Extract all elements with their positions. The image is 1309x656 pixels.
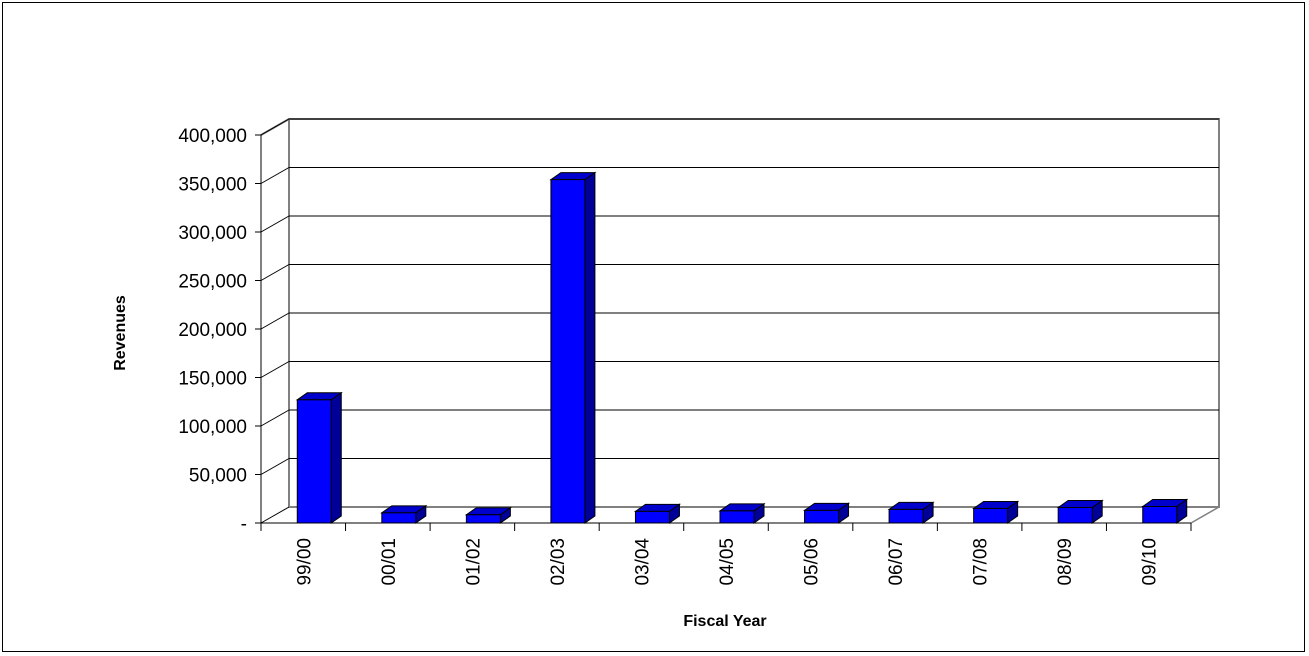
bar-front — [973, 507, 1009, 524]
x-tick-label: 08/09 — [1055, 538, 1076, 586]
side-gridline — [260, 361, 290, 378]
x-tick-label: 03/04 — [632, 538, 653, 586]
revenue-bar-chart: - 50,000 100,000 150,000 200,000 250,000 300,0… — [112, 118, 1220, 630]
bar-front — [1057, 506, 1093, 524]
side-gridline — [260, 167, 290, 184]
y-tick-label: 50,000 — [189, 466, 247, 487]
bar-front — [888, 508, 924, 524]
x-tick-label: 00/01 — [379, 538, 400, 586]
y-tick-label: - — [241, 514, 247, 535]
x-tick-label: 02/03 — [548, 538, 569, 586]
bar — [1141, 498, 1189, 524]
y-axis-title: Revenues — [112, 295, 129, 371]
x-tick-label: 05/06 — [802, 538, 823, 586]
bar — [802, 502, 851, 524]
bar — [972, 500, 1020, 524]
x-tick-label: 01/02 — [463, 538, 484, 586]
y-tick-label: 100,000 — [178, 417, 247, 438]
side-gridline — [260, 118, 290, 136]
bar-front — [719, 510, 755, 524]
bar-front — [296, 399, 332, 524]
bar-front — [634, 510, 670, 524]
side-gridline — [260, 312, 290, 330]
y-tick-label: 350,000 — [178, 175, 247, 196]
bar-front — [550, 179, 586, 524]
bar-front — [381, 512, 417, 524]
bars — [295, 171, 1189, 524]
bar-front — [465, 514, 501, 524]
bar — [718, 502, 766, 524]
y-tick-label: 300,000 — [178, 223, 247, 244]
x-tick-label: 06/07 — [886, 538, 907, 586]
side-gridline — [260, 215, 290, 233]
bar — [380, 504, 428, 524]
y-tick-label: 400,000 — [178, 126, 247, 147]
bar — [549, 171, 597, 524]
side-gridline — [260, 506, 290, 524]
gridlines — [260, 118, 1219, 524]
bar-side — [330, 391, 342, 524]
y-tick-label: 150,000 — [178, 369, 247, 390]
side-gridline — [260, 458, 290, 475]
bar-side — [584, 171, 596, 524]
bar-front — [804, 509, 840, 524]
side-gridline — [260, 409, 290, 427]
y-tick-label: 250,000 — [178, 272, 247, 293]
bar — [295, 391, 343, 524]
y-tick-label: 200,000 — [178, 320, 247, 341]
x-axis-title: Fiscal Year — [683, 613, 766, 630]
x-tick-label: 04/05 — [717, 538, 738, 586]
bar — [633, 503, 682, 524]
bar — [1056, 499, 1104, 524]
axes — [255, 134, 1192, 531]
x-tick-label: 09/10 — [1140, 538, 1161, 586]
floor-right-edge — [1190, 506, 1220, 524]
bar — [887, 501, 935, 524]
x-tick-label: 07/08 — [971, 538, 992, 586]
tick-labels: - 50,000 100,000 150,000 200,000 250,000 300,0… — [178, 126, 1160, 586]
bar-front — [1142, 506, 1178, 524]
side-gridline — [260, 264, 290, 281]
bar — [464, 506, 512, 524]
x-tick-label: 99/00 — [294, 538, 315, 586]
plot-walls — [260, 118, 1220, 524]
